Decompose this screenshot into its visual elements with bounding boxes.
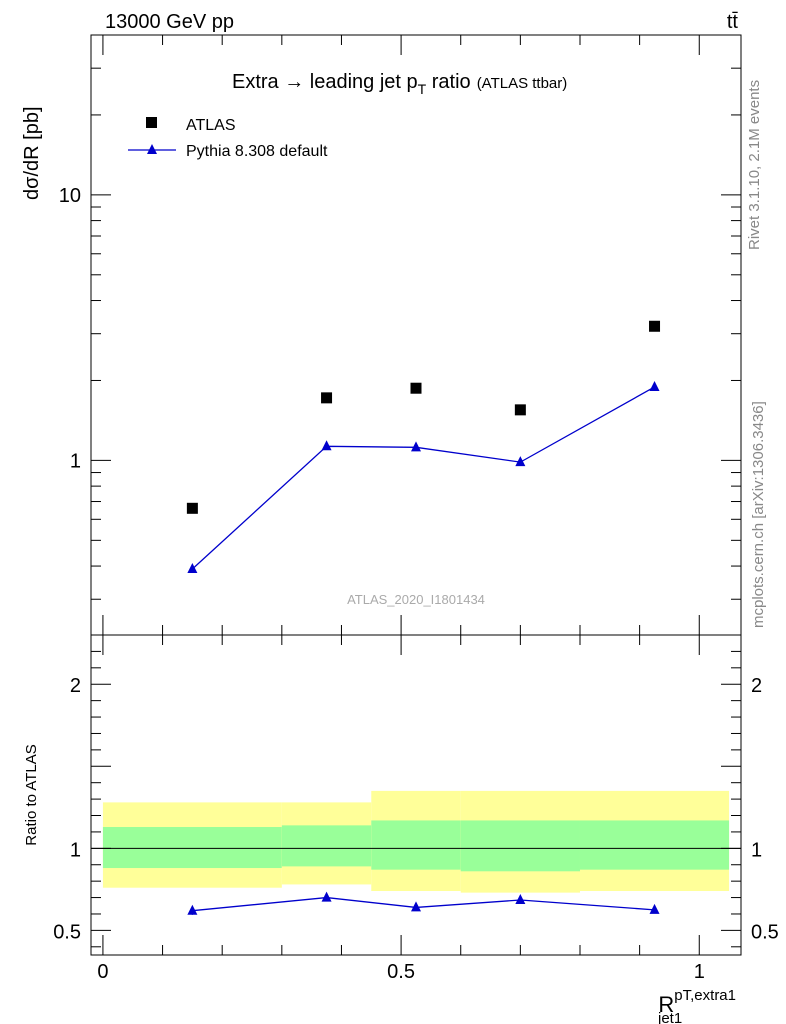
- mcplots-label: mcplots.cern.ch [arXiv:1306.3436]: [750, 401, 767, 628]
- pythia-point: [411, 441, 421, 452]
- axis-ticks: 1 10 0.5 0.5 1 1 2 2 0 0.5 1: [53, 34, 779, 983]
- legend-pythia-label: Pythia 8.308 default: [186, 143, 328, 160]
- ratio-plot-frame: [90, 634, 742, 956]
- chart-title: Extra → leading jet pT ratio (ATLAS ttbar…: [232, 71, 567, 97]
- x-tick-label: 0.5: [387, 961, 415, 983]
- ratio-point: [649, 903, 660, 914]
- uncertainty-band-green-2: [371, 820, 461, 870]
- x-axis-label: RpT,extra1 jet1: [657, 987, 736, 1024]
- uncertainty-band-green-0: [102, 827, 282, 869]
- ratio-bands: [91, 790, 741, 893]
- watermark: ATLAS_2020_I1801434: [347, 592, 485, 607]
- header-left: 13000 GeV pp: [105, 11, 234, 33]
- ratio-y-tick-label-right: 1: [751, 839, 762, 861]
- main-ylabel: dσ/dR [pb]: [21, 106, 43, 200]
- pythia-point: [649, 380, 660, 391]
- ratio-y-tick-label-left: 2: [70, 675, 81, 697]
- uncertainty-band-green-1: [281, 825, 372, 867]
- atlas-point: [321, 392, 333, 404]
- main-y-tick-label: 1: [70, 450, 81, 472]
- ratio-point: [515, 894, 526, 905]
- pythia-point: [187, 562, 198, 573]
- legend-atlas-label: ATLAS: [186, 117, 236, 134]
- plot-frames: [90, 34, 742, 956]
- atlas-point: [514, 404, 526, 416]
- atlas-point: [649, 320, 661, 332]
- uncertainty-band-green-4: [579, 820, 730, 870]
- ratio-y-tick-label-left: 0.5: [53, 921, 81, 943]
- x-tick-label: 1: [694, 961, 705, 983]
- legend-pythia-marker: [147, 144, 157, 154]
- ratio-point: [321, 891, 332, 902]
- main-y-tick-label: 10: [59, 185, 81, 207]
- ratio-point: [187, 904, 198, 915]
- data-marks: [186, 320, 661, 915]
- ratio-ylabel: Ratio to ATLAS: [23, 744, 40, 845]
- ratio-y-tick-label-right: 2: [751, 675, 762, 697]
- ratio-point: [411, 901, 421, 912]
- rivet-label: Rivet 3.1.10, 2.1M events: [746, 80, 763, 250]
- atlas-point: [186, 502, 198, 514]
- x-tick-label: 0: [97, 961, 108, 983]
- pythia-line: [191, 386, 655, 570]
- pythia-point: [321, 440, 332, 451]
- legend-atlas-marker: [146, 117, 157, 128]
- ratio-y-tick-label-right: 0.5: [751, 921, 779, 943]
- header-right: tt̄: [727, 11, 739, 33]
- ratio-line: [192, 896, 655, 912]
- atlas-point: [410, 382, 422, 394]
- uncertainty-band-green-3: [460, 820, 580, 872]
- pythia-point: [515, 456, 526, 467]
- ratio-y-tick-label-left: 1: [70, 839, 81, 861]
